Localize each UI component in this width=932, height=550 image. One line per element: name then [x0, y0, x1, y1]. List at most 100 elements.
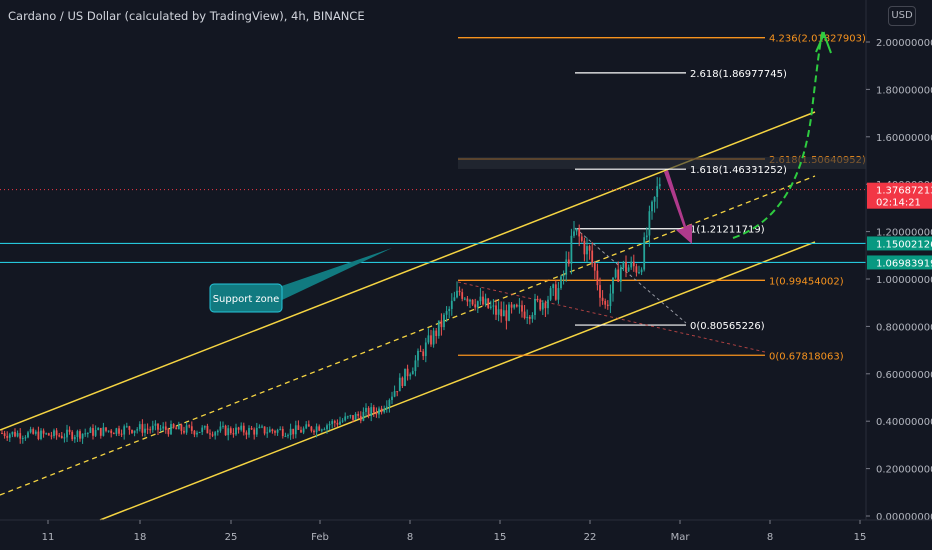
candle-body — [294, 425, 297, 435]
candle-body — [149, 429, 152, 431]
candle-body — [313, 430, 315, 433]
candle-body — [73, 436, 76, 440]
candle-body — [453, 297, 456, 301]
candle-body — [549, 288, 552, 300]
candle-body — [404, 368, 406, 386]
candle-body — [55, 430, 58, 436]
candle-body — [227, 428, 230, 436]
candle-body — [175, 427, 178, 430]
candle-body — [557, 288, 560, 300]
candle-body — [183, 430, 185, 433]
candle-body — [409, 374, 412, 377]
candle-body — [193, 430, 196, 435]
candle-body — [534, 298, 536, 316]
candle-body — [448, 308, 451, 312]
candle-body — [658, 184, 661, 187]
currency-button[interactable]: USD — [888, 6, 916, 26]
support-zone-label: Support zone — [213, 294, 280, 305]
candle-body — [6, 435, 9, 438]
y-axis: 2.000000001.800000001.600000001.40000000… — [865, 0, 932, 550]
y-tick-label: 0.60000000 — [876, 370, 932, 381]
candle-body — [237, 427, 240, 430]
candle-body — [268, 429, 271, 433]
candle-body — [372, 407, 375, 413]
candle-body — [609, 293, 612, 307]
x-tick-label: 15 — [494, 532, 507, 543]
candle-body — [240, 425, 243, 430]
correction-arrow-down — [664, 170, 692, 244]
support-zone-pointer — [270, 248, 392, 300]
x-tick-label: Mar — [671, 532, 691, 543]
candle-body — [510, 304, 513, 308]
candle-body — [521, 305, 523, 312]
candle-body — [107, 430, 110, 432]
price-label-countdown: 02:14:21 — [876, 198, 921, 209]
candle-body — [560, 276, 562, 289]
x-tick-label: 15 — [854, 532, 867, 543]
candle-body — [346, 416, 349, 418]
candle-body — [276, 429, 279, 433]
candle-body — [591, 250, 594, 263]
candle-body — [68, 429, 71, 432]
candle-body — [84, 433, 87, 435]
candle-body — [115, 428, 118, 434]
projection-arrow-up — [732, 29, 825, 239]
candle-body — [500, 309, 503, 317]
candle-body — [612, 277, 614, 294]
x-tick-label: 8 — [767, 532, 773, 543]
price-label: 1.06983919 — [876, 258, 932, 269]
candle-body — [289, 428, 292, 436]
y-tick-label: 2.00000000 — [876, 38, 932, 49]
candle-body — [458, 290, 461, 293]
fib-white-label: 1(1.21211719) — [690, 225, 765, 236]
candle-body — [177, 424, 180, 430]
candle-body — [58, 435, 61, 437]
candle-body — [562, 274, 565, 277]
fib-orange-label: 4.236(2.01827903) — [769, 34, 866, 45]
fib-white-label: 1.618(1.46331252) — [690, 165, 787, 176]
candle-body — [411, 371, 414, 375]
candle-body — [214, 432, 217, 436]
annotations: Support zone — [209, 248, 392, 313]
candle-body — [105, 427, 107, 431]
candle-body — [575, 228, 578, 232]
candle-body — [76, 431, 79, 437]
candle-body — [297, 425, 300, 430]
candle-body — [118, 428, 120, 434]
candle-body — [263, 426, 266, 434]
candle-body — [352, 415, 354, 420]
candle-body — [456, 290, 458, 298]
candle-body — [102, 427, 105, 436]
candle-body — [320, 429, 323, 431]
candle-body — [476, 301, 479, 308]
candle-body — [185, 425, 188, 433]
candle-body — [167, 429, 170, 435]
candle-body — [593, 262, 596, 271]
x-tick-label: 22 — [584, 532, 597, 543]
candle-body — [112, 433, 115, 435]
candle-body — [11, 431, 14, 435]
candle-body — [203, 425, 206, 428]
y-tick-label: 1.80000000 — [876, 85, 932, 96]
candle-body — [1, 433, 3, 435]
candle-body — [287, 435, 289, 437]
candle-body — [123, 426, 126, 435]
candle-body — [92, 428, 94, 436]
candle-body — [131, 429, 133, 433]
candle-body — [599, 285, 601, 298]
candle-body — [66, 429, 68, 438]
candle-body — [596, 270, 599, 286]
candle-body — [528, 316, 531, 319]
candle-body — [422, 351, 425, 357]
candle-body — [242, 425, 245, 433]
candle-body — [383, 408, 386, 413]
candle-body — [206, 425, 209, 434]
candle-body — [37, 431, 40, 440]
x-tick-label: 18 — [134, 532, 147, 543]
candle-body — [209, 433, 211, 435]
candle-body — [367, 407, 370, 416]
candle-body — [518, 305, 521, 307]
candle-body — [19, 433, 22, 439]
candle-body — [573, 231, 575, 236]
